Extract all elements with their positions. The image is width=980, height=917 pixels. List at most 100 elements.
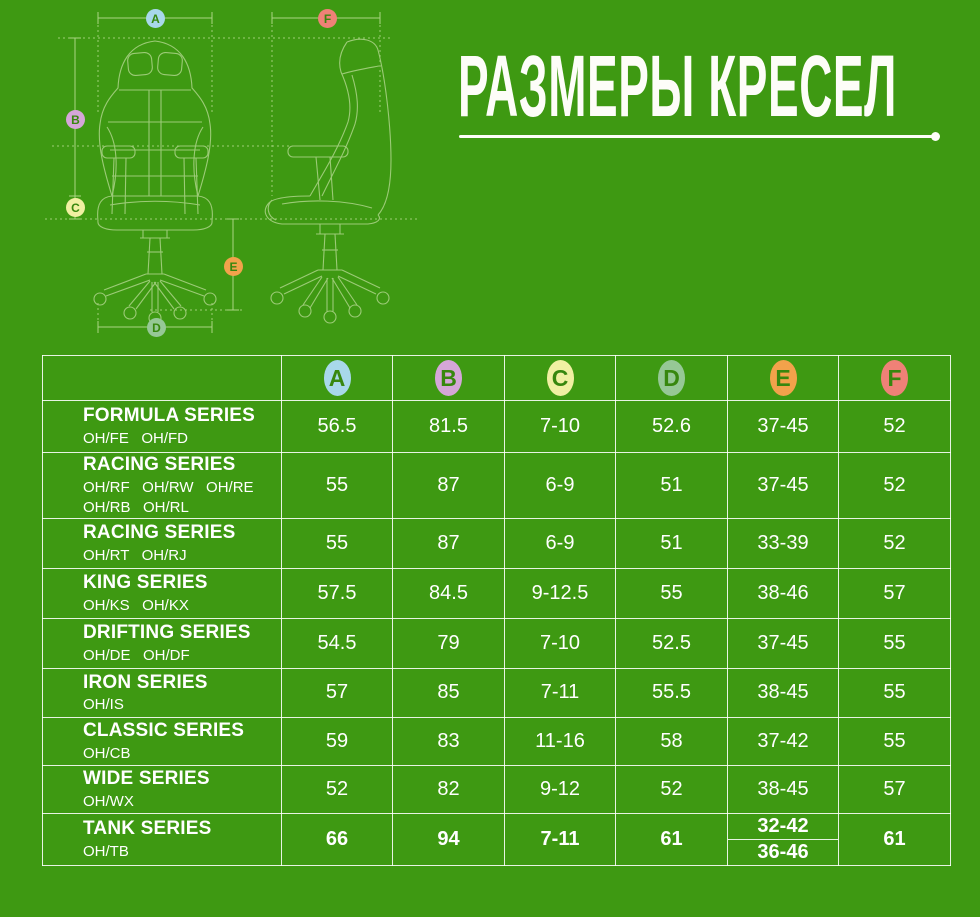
series-name: RACING SERIES <box>83 522 236 544</box>
series-cell: WIDE SERIES OH/WX <box>42 764 282 814</box>
value-c: 7-10 <box>504 617 616 669</box>
value-a: 55 <box>281 517 393 569</box>
value-d: 52.5 <box>615 617 728 669</box>
value-a: 57 <box>281 667 393 718</box>
value-d: 52 <box>615 764 728 814</box>
value-b: 79 <box>392 617 505 669</box>
dimension-a-badge: A <box>146 9 165 28</box>
value-f: 52 <box>838 400 951 453</box>
table-row: IRON SERIES OH/IS 57 85 7-11 55.5 38-45 … <box>42 667 951 718</box>
series-codes: OH/DE OH/DF <box>83 646 190 664</box>
value-b: 84.5 <box>392 567 505 619</box>
table-row: RACING SERIES OH/RF OH/RW OH/RE OH/RB OH… <box>42 452 951 519</box>
value-f: 52 <box>838 452 951 519</box>
value-b: 85 <box>392 667 505 718</box>
series-name: RACING SERIES <box>83 454 236 475</box>
series-name: TANK SERIES <box>83 818 212 840</box>
column-e-badge: E <box>769 360 797 396</box>
value-d: 58 <box>615 716 728 766</box>
value-a: 55 <box>281 452 393 519</box>
value-b: 83 <box>392 716 505 766</box>
series-cell: FORMULA SERIES OH/FE OH/FD <box>42 400 282 453</box>
value-f: 55 <box>838 617 951 669</box>
value-f: 55 <box>838 667 951 718</box>
value-e-split: 32-42 36-46 <box>727 812 839 866</box>
series-codes: OH/WX <box>83 792 134 810</box>
value-a: 56.5 <box>281 400 393 453</box>
series-name: CLASSIC SERIES <box>83 720 245 742</box>
value-c: 7-11 <box>504 812 616 866</box>
series-cell: DRIFTING SERIES OH/DE OH/DF <box>42 617 282 669</box>
series-name: KING SERIES <box>83 572 208 594</box>
table-row: TANK SERIES OH/TB 66 94 7-11 61 32-42 36… <box>42 812 951 866</box>
dimension-d-badge: D <box>147 318 166 337</box>
table-row: CLASSIC SERIES OH/CB 59 83 11-16 58 37-4… <box>42 716 951 766</box>
dimension-lines <box>45 12 420 333</box>
value-f: 57 <box>838 764 951 814</box>
value-a: 54.5 <box>281 617 393 669</box>
value-c: 7-11 <box>504 667 616 718</box>
series-cell: TANK SERIES OH/TB <box>42 812 282 866</box>
column-header-b: B <box>392 355 505 401</box>
table-row: DRIFTING SERIES OH/DE OH/DF 54.5 79 7-10… <box>42 617 951 669</box>
value-d: 61 <box>615 812 728 866</box>
value-c: 6-9 <box>504 452 616 519</box>
series-codes: OH/RB OH/RL <box>83 499 189 517</box>
value-d: 52.6 <box>615 400 728 453</box>
value-c: 6-9 <box>504 517 616 569</box>
value-f: 61 <box>838 812 951 866</box>
series-name: DRIFTING SERIES <box>83 622 251 644</box>
value-e: 37-45 <box>727 617 839 669</box>
table-row: RACING SERIES OH/RT OH/RJ 55 87 6-9 51 3… <box>42 517 951 569</box>
title-block: РАЗМЕРЫ КРЕСЕЛ <box>458 38 958 144</box>
column-d-badge: D <box>658 360 685 396</box>
title-underline <box>459 132 940 141</box>
series-codes: OH/CB <box>83 744 131 762</box>
column-a-badge: A <box>323 360 351 396</box>
value-a: 57.5 <box>281 567 393 619</box>
value-e: 38-45 <box>727 764 839 814</box>
corner-cell <box>42 355 282 401</box>
value-e: 37-42 <box>727 716 839 766</box>
series-cell: CLASSIC SERIES OH/CB <box>42 716 282 766</box>
value-e-lower: 36-46 <box>757 840 809 863</box>
series-codes: OH/RT OH/RJ <box>83 546 187 564</box>
value-a: 52 <box>281 764 393 814</box>
value-c: 9-12.5 <box>504 567 616 619</box>
value-e: 37-45 <box>727 452 839 519</box>
series-codes: OH/FE OH/FD <box>83 430 188 448</box>
series-name: FORMULA SERIES <box>83 405 256 427</box>
series-codes: OH/KS OH/KX <box>83 596 189 614</box>
column-header-d: D <box>615 355 728 401</box>
series-cell: KING SERIES OH/KS OH/KX <box>42 567 282 619</box>
value-b: 94 <box>392 812 505 866</box>
value-e: 33-39 <box>727 517 839 569</box>
column-b-badge: B <box>435 360 462 396</box>
column-header-e: E <box>727 355 839 401</box>
column-c-badge: C <box>546 360 574 396</box>
value-d: 51 <box>615 452 728 519</box>
value-a: 59 <box>281 716 393 766</box>
value-e: 38-45 <box>727 667 839 718</box>
column-header-f: F <box>838 355 951 401</box>
value-e-upper: 32-42 <box>728 814 838 840</box>
value-d: 51 <box>615 517 728 569</box>
series-name: WIDE SERIES <box>83 768 210 790</box>
value-e: 38-46 <box>727 567 839 619</box>
value-c: 11-16 <box>504 716 616 766</box>
value-b: 82 <box>392 764 505 814</box>
dimension-e-badge: E <box>224 257 243 276</box>
series-cell: RACING SERIES OH/RF OH/RW OH/RE OH/RB OH… <box>42 452 282 519</box>
column-header-a: A <box>281 355 393 401</box>
column-header-c: C <box>504 355 616 401</box>
series-codes: OH/IS <box>83 696 124 714</box>
table-header-row: A B C D E F <box>42 355 951 401</box>
value-f: 52 <box>838 517 951 569</box>
value-f: 57 <box>838 567 951 619</box>
table-row: WIDE SERIES OH/WX 52 82 9-12 52 38-45 57 <box>42 764 951 814</box>
page-title: РАЗМЕРЫ КРЕСЕЛ <box>458 38 897 136</box>
series-name: IRON SERIES <box>83 671 208 693</box>
dimension-b-badge: B <box>66 110 85 129</box>
table-row: KING SERIES OH/KS OH/KX 57.5 84.5 9-12.5… <box>42 567 951 619</box>
